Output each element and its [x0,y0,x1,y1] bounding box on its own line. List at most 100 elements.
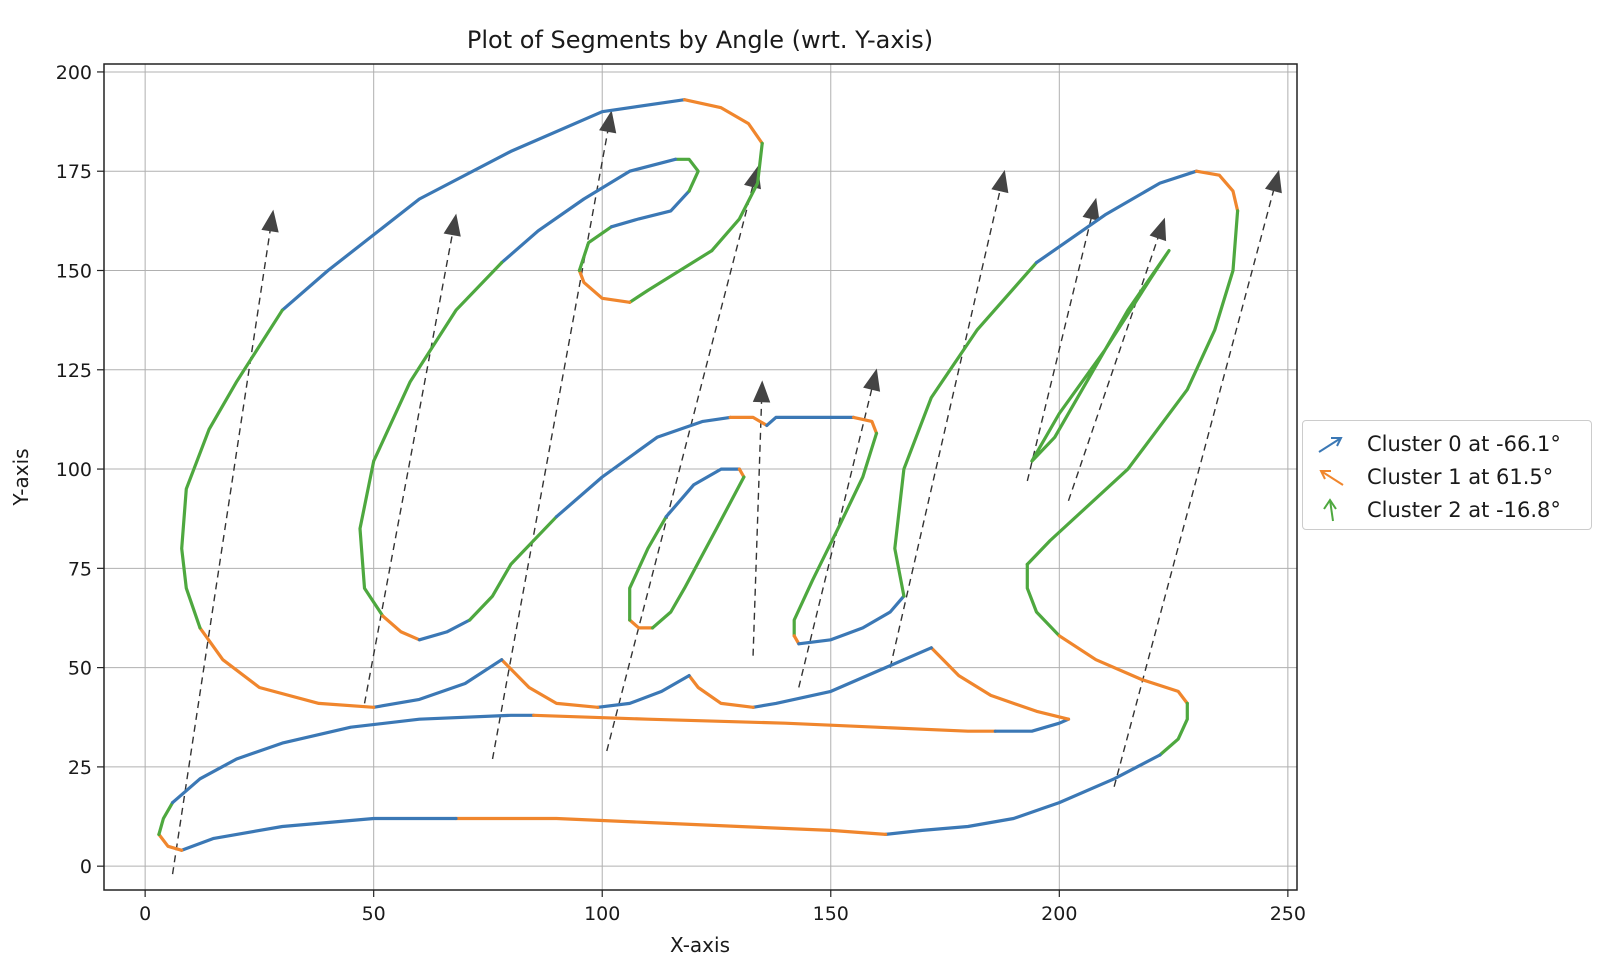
segment-cluster-0 [664,467,742,519]
segment-cluster-2 [673,157,700,193]
x-tick-label: 50 [362,903,386,925]
segment-cluster-2 [628,249,714,304]
direction-arrow-line [1026,218,1092,482]
segment-cluster-1 [687,673,755,709]
segment-cluster-0 [280,98,687,312]
segment-cluster-0 [180,816,458,852]
segment-cluster-2 [650,475,746,630]
y-tick-label: 25 [68,757,92,779]
segment-cluster-0 [1034,169,1199,265]
direction-arrow-line [363,234,453,704]
grid [104,64,1297,890]
segment-cluster-0 [751,646,933,709]
segment-cluster-1 [157,832,184,852]
y-tick-label: 200 [56,62,92,84]
segment-cluster-0 [797,594,906,646]
legend-item-cluster-1: Cluster 1 at 61.5° [1303,460,1591,493]
x-axis-label: X-axis [670,933,730,957]
direction-arrow-head [261,209,279,233]
segment-cluster-0 [596,673,691,709]
legend-label: Cluster 2 at -16.8° [1367,497,1561,522]
axis-ticks: 0 50 100 150 200 250 0 25 50 75 100 125 150 175 200 [56,62,1306,925]
direction-arrow-head [443,213,461,237]
legend-label: Cluster 1 at 61.5° [1367,464,1554,489]
segment-cluster-1 [929,646,1071,721]
y-tick-label: 50 [68,658,92,680]
segment-cluster-2 [1025,209,1240,567]
segment-cluster-2 [1158,701,1189,757]
segment-cluster-1 [198,626,376,709]
segment-cluster-0 [372,658,504,709]
x-tick-label: 0 [139,903,151,925]
direction-arrow-head [599,110,617,134]
segment-cluster-1 [851,415,879,435]
y-tick-label: 75 [68,558,92,580]
y-tick-label: 125 [56,360,92,382]
arrow-up-left-icon [1319,469,1344,486]
direction-arrows [171,110,1282,875]
segment-cluster-2 [792,431,879,638]
legend-item-cluster-0: Cluster 0 at -66.1° [1303,427,1591,460]
segment-cluster-1 [532,713,997,733]
direction-arrow-head [991,169,1009,194]
segment-cluster-1 [728,415,769,427]
segment-cluster-2 [180,308,284,630]
segment-cluster-2 [710,141,764,253]
direction-arrow-head [752,380,771,403]
segment-cluster-1 [1194,169,1240,213]
segment-cluster-0 [500,157,678,265]
segment-cluster-2 [628,515,668,622]
arrow-up-icon [1323,497,1337,521]
y-axis-label: Y-axis [9,448,33,506]
legend-item-cluster-2: Cluster 2 at -16.8° [1303,493,1591,526]
segment-cluster-2 [157,800,175,837]
segment-cluster-1 [381,614,421,642]
segment-cluster-0 [993,717,1071,733]
segment-cluster-2 [1025,562,1061,638]
segment-cluster-1 [500,658,600,709]
segment-cluster-2 [1030,249,1171,463]
segment-cluster-2 [358,261,504,618]
segment-cluster-0 [883,753,1162,837]
direction-arrow-head [1264,169,1282,194]
direction-arrow-head [1082,197,1100,222]
segment-cluster-1 [682,98,764,145]
y-tick-label: 0 [80,856,92,878]
direction-arrow-line [606,186,754,752]
segment-cluster-2 [577,225,614,273]
direction-arrow-line [889,190,1001,668]
direction-arrow-head [1149,217,1167,242]
direction-arrow-line [171,230,271,875]
segment-cluster-1 [628,618,655,630]
segment-cluster-2 [468,515,559,622]
segment-cluster-0 [554,415,732,519]
arrow-up-right-icon [1318,436,1343,453]
y-tick-label: 175 [56,161,92,183]
x-tick-label: 100 [584,903,620,925]
direction-arrow-line [752,401,763,656]
direction-arrow-line [798,389,873,688]
plot-frame [103,63,1298,891]
segment-cluster-0 [417,618,472,642]
legend: Cluster 0 at -66.1° Cluster 1 at 61.5° C… [1302,420,1592,530]
segment-cluster-1 [1057,634,1189,706]
y-tick-label: 100 [56,459,92,481]
segment-cluster-1 [454,816,888,837]
segment-cluster-2 [893,261,1039,598]
direction-arrow-head [863,368,881,392]
direction-arrow-line [491,131,609,760]
segment-cluster-1 [577,268,632,304]
x-tick-label: 250 [1270,903,1306,925]
chart-title: Plot of Segments by Angle (wrt. Y-axis) [467,26,933,54]
segment-cluster-0 [765,415,856,427]
legend-label: Cluster 0 at -66.1° [1367,431,1561,456]
direction-arrow-line [1067,237,1159,502]
segment-lines [157,98,1240,852]
segment-cluster-0 [171,713,536,805]
x-tick-label: 200 [1041,903,1077,925]
direction-arrow-line [1113,190,1275,787]
segment-cluster-0 [609,189,691,229]
x-tick-label: 150 [813,903,849,925]
y-tick-label: 150 [56,261,92,283]
